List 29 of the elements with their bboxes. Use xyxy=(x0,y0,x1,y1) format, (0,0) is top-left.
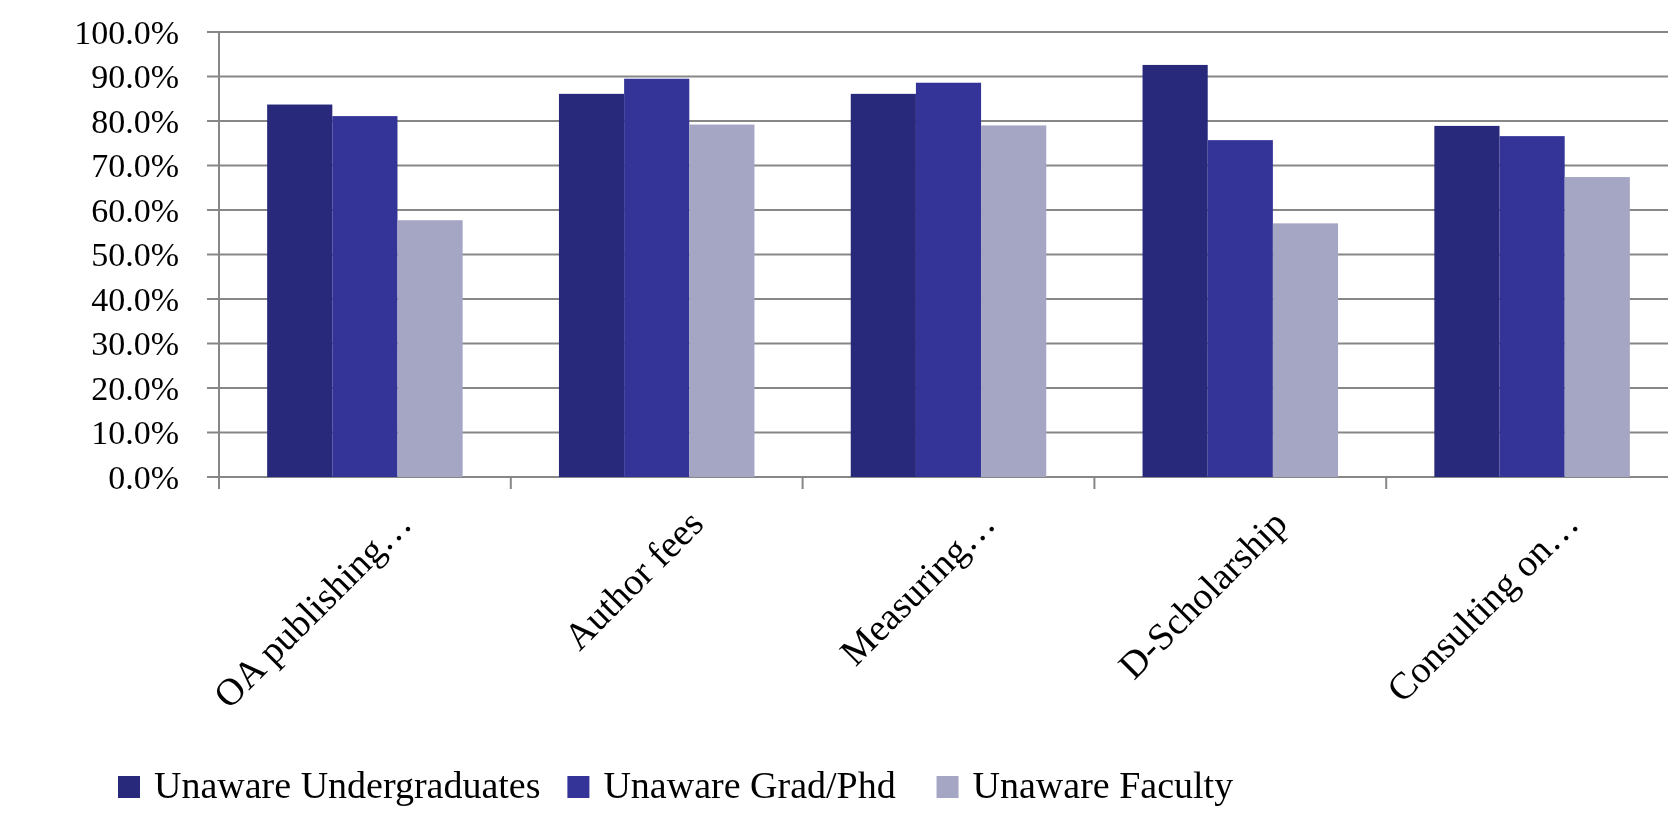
bar xyxy=(1499,136,1565,477)
bar xyxy=(981,125,1047,477)
y-tick-label: 0.0% xyxy=(108,458,179,496)
y-tick-label: 80.0% xyxy=(91,102,179,140)
legend-label: Unaware Faculty xyxy=(972,764,1234,806)
bar xyxy=(689,124,755,477)
bar xyxy=(332,116,398,477)
bar xyxy=(1272,223,1339,477)
y-tick-label: 20.0% xyxy=(91,369,179,407)
bar xyxy=(1434,125,1500,477)
legend-label: Unaware Grad/Phd xyxy=(603,764,896,806)
bar xyxy=(1142,64,1208,477)
bar xyxy=(397,220,463,477)
legend-label: Unaware Undergraduates xyxy=(154,764,541,806)
bar xyxy=(624,78,690,477)
y-tick-label: 100.0% xyxy=(74,13,179,51)
y-tick-label: 30.0% xyxy=(91,325,179,363)
bar xyxy=(1564,177,1630,477)
bar xyxy=(267,104,333,477)
bar xyxy=(558,93,625,477)
y-tick-label: 10.0% xyxy=(91,414,179,452)
bar xyxy=(850,93,916,477)
y-tick-label: 60.0% xyxy=(91,191,179,229)
y-tick-label: 50.0% xyxy=(91,236,179,274)
bar xyxy=(1207,140,1273,477)
y-tick-label: 70.0% xyxy=(91,147,179,185)
y-tick-label: 40.0% xyxy=(91,280,179,318)
bar xyxy=(915,82,982,477)
y-tick-label: 90.0% xyxy=(91,58,179,96)
